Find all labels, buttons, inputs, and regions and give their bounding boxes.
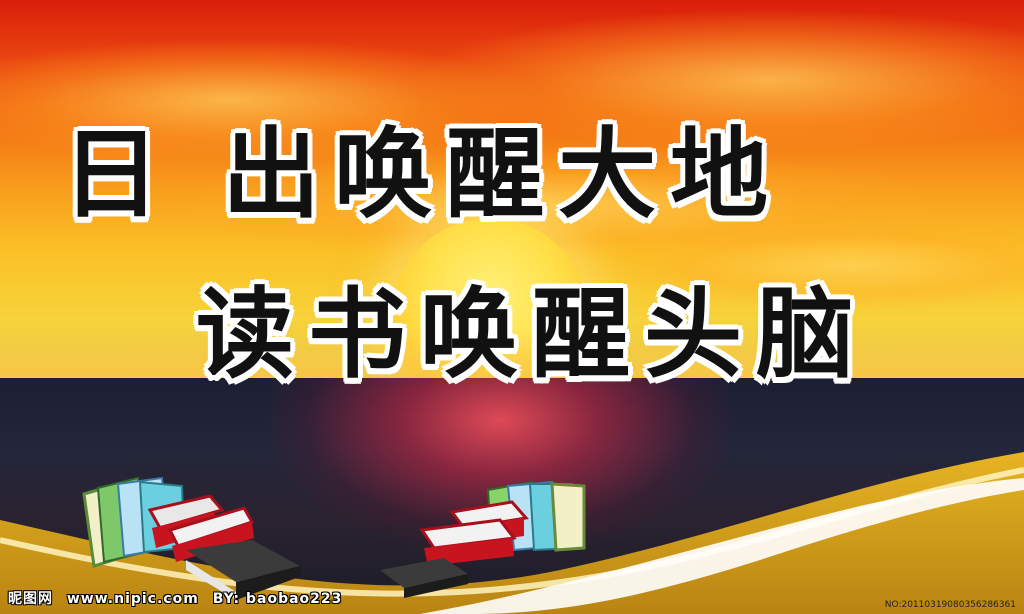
cloud [600,220,1024,310]
cloud [420,10,1024,150]
book [380,558,468,588]
book [424,538,514,566]
book-stack-left [82,476,302,600]
watermark-site-name: 昵图网 [8,591,53,607]
book [449,500,529,530]
watermark-author: BY: baobao223 [212,591,343,607]
watermark-left: 昵图网 www.nipic.com BY: baobao223 [8,588,350,608]
watermark-site-url: www.nipic.com [66,591,199,607]
headline-line-2: 读书唤醒头脑 [196,277,869,392]
book [419,518,517,550]
book [186,540,300,582]
headline-line-1: 日 出唤醒大地 [62,117,783,232]
book-stack-right [380,480,586,598]
book [404,574,468,598]
book [550,482,586,552]
book [147,494,225,530]
watermark-image-no: NO:20110319080356286361 [884,600,1016,610]
book [236,566,302,600]
book [186,560,236,600]
white-band [420,478,1024,614]
